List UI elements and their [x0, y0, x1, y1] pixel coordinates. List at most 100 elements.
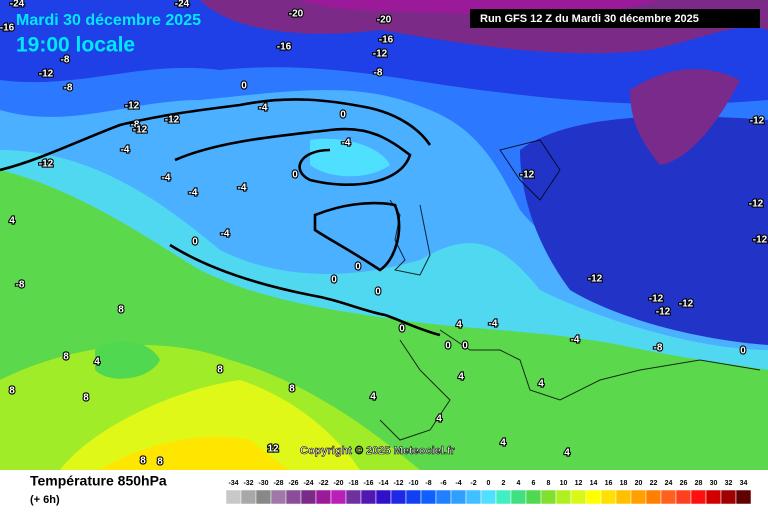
legend-tick: 24 [665, 480, 673, 487]
contour-label: 4 [9, 216, 15, 227]
legend-tick: -30 [258, 480, 268, 487]
contour-label: 0 [241, 81, 247, 92]
legend-swatch [360, 489, 377, 505]
legend-tick: 22 [650, 480, 658, 487]
contour-label: -12 [133, 125, 148, 136]
legend-tick: 18 [620, 480, 628, 487]
legend-tick: -6 [440, 480, 446, 487]
legend-swatch [330, 489, 347, 505]
contour-label: 0 [192, 237, 198, 248]
contour-label: -8 [64, 83, 73, 94]
legend-swatch [660, 489, 677, 505]
legend-tick: 30 [710, 480, 718, 487]
legend-swatch [495, 489, 512, 505]
legend-swatch [705, 489, 722, 505]
time-label: 19:00 locale [16, 34, 135, 57]
contour-label: 4 [94, 357, 100, 368]
contour-label: 0 [355, 262, 361, 273]
contour-label: -12 [753, 235, 768, 246]
legend-tick: 8 [547, 480, 551, 487]
contour-label: 0 [292, 170, 298, 181]
contour-label: 0 [340, 110, 346, 121]
contour-label: -12 [749, 199, 764, 210]
legend-tick: -20 [333, 480, 343, 487]
legend-tick: 12 [575, 480, 583, 487]
temperature-field [0, 0, 768, 470]
run-label: Run GFS 12 Z du Mardi 30 décembre 2025 [480, 13, 699, 25]
legend-tick: -26 [288, 480, 298, 487]
color-legend: -34 -32 -30 -28 -26 -24 -22 -20 -18 -16 -14 -12 -10-… [225, 480, 752, 505]
legend-swatch [615, 489, 632, 505]
coastlines [379, 139, 761, 441]
legend-tick: 28 [695, 480, 703, 487]
legend-swatch [405, 489, 422, 505]
legend-tick: 26 [680, 480, 688, 487]
legend-tick: -10 [408, 480, 418, 487]
contour-label: 0 [399, 324, 405, 335]
contour-label: 4 [436, 414, 442, 425]
contour-label: -16 [277, 42, 292, 53]
legend-tick: -28 [273, 480, 283, 487]
contour-label: 8 [217, 365, 223, 376]
contour-label: 8 [83, 393, 89, 404]
contour-label: 4 [500, 438, 506, 449]
contour-label: -12 [39, 69, 54, 80]
contour-label: -12 [656, 307, 671, 318]
legend-swatch [480, 489, 497, 505]
legend-tick: 14 [590, 480, 598, 487]
legend-swatch [585, 489, 602, 505]
contour-label: -20 [289, 9, 304, 20]
legend-swatch [420, 489, 437, 505]
legend-tick: -2 [470, 480, 476, 487]
contour-label: 4 [458, 372, 464, 383]
legend-tick: -22 [318, 480, 328, 487]
date-label: Mardi 30 décembre 2025 [16, 12, 201, 29]
contour-label: -8 [16, 280, 25, 291]
legend-swatch [645, 489, 662, 505]
legend-tick: -12 [393, 480, 403, 487]
contour-label: -12 [649, 294, 664, 305]
legend-swatch [240, 489, 257, 505]
legend-swatch [450, 489, 467, 505]
legend-swatch [225, 489, 242, 505]
contour-label: -4 [259, 103, 268, 114]
contour-label: 12 [267, 444, 279, 455]
contour-label: -8 [131, 120, 140, 131]
contour-label: -16 [379, 35, 394, 46]
contour-label: -12 [39, 159, 54, 170]
legend-swatch [540, 489, 557, 505]
contour-label: -4 [221, 229, 230, 240]
contour-label: -12 [750, 116, 765, 127]
isotherms [0, 98, 441, 337]
legend-tick: 4 [517, 480, 521, 487]
legend-swatch [525, 489, 542, 505]
contour-label: 8 [63, 352, 69, 363]
legend-tick: -32 [243, 480, 253, 487]
contour-label: -20 [377, 15, 392, 26]
legend-tick: 6 [532, 480, 536, 487]
legend-tick: 0 [487, 480, 491, 487]
footer-title: Température 850hPa [30, 473, 167, 489]
legend-tick: -16 [363, 480, 373, 487]
contour-label: -12 [165, 115, 180, 126]
legend-swatch [735, 489, 752, 505]
legend-swatch [390, 489, 407, 505]
legend-swatch [510, 489, 527, 505]
legend-tick: 32 [725, 480, 733, 487]
contour-label: 8 [289, 384, 295, 395]
contour-label: -4 [238, 183, 247, 194]
contour-label: -12 [679, 299, 694, 310]
legend-tick: -8 [425, 480, 431, 487]
legend-swatch [270, 489, 287, 505]
contour-label: -4 [162, 173, 171, 184]
contour-label: 4 [564, 448, 570, 459]
legend-tick: 34 [740, 480, 748, 487]
contour-label: -4 [121, 145, 130, 156]
legend-swatch [375, 489, 392, 505]
contour-label: -12 [373, 49, 388, 60]
legend-swatch [690, 489, 707, 505]
contour-label: -4 [489, 319, 498, 330]
contour-label: -12 [125, 101, 140, 112]
legend-tick: -14 [378, 480, 388, 487]
